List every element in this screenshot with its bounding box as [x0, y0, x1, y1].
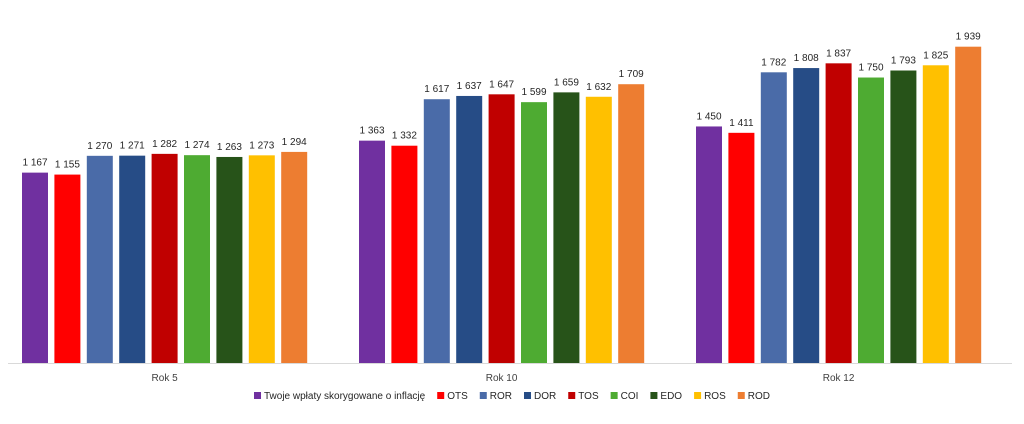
legend-item: ROS — [694, 391, 726, 402]
bar — [585, 96, 612, 363]
data-label: 1 632 — [586, 82, 611, 93]
legend-item: TOS — [568, 391, 599, 402]
data-label: 1 271 — [120, 141, 145, 152]
legend-item: Twoje wpłaty skorygowane o inflację — [254, 391, 426, 402]
bar — [728, 132, 755, 363]
bar — [184, 155, 210, 363]
x-axis-ticks: Rok 5 Rok 10 Rok 12 — [152, 373, 855, 384]
data-label: 1 782 — [761, 57, 786, 68]
data-label: 1 709 — [619, 69, 644, 80]
bar — [22, 172, 48, 363]
legend-label: COI — [621, 391, 639, 402]
data-labels-layer: 1 167 1 155 1 270 1 271 1 282 1 274 1 263 1 273… — [22, 32, 981, 171]
data-label: 1 939 — [956, 32, 981, 43]
data-label: 1 294 — [282, 137, 307, 148]
legend-swatch — [568, 392, 576, 399]
legend-label: ROR — [490, 391, 512, 402]
bar — [54, 174, 81, 363]
bar — [281, 151, 308, 363]
bar — [858, 77, 884, 363]
legend-label: EDO — [660, 391, 682, 402]
bar — [216, 156, 243, 363]
legend: Twoje wpłaty skorygowane o inflację OTS RO… — [254, 391, 770, 402]
legend-item: ROD — [737, 391, 770, 402]
bar — [922, 65, 949, 364]
legend-swatch — [694, 392, 702, 399]
legend-swatch — [437, 392, 445, 399]
legend-label: Twoje wpłaty skorygowane o inflację — [264, 391, 426, 402]
legend-item: DOR — [524, 391, 556, 402]
legend-swatch — [524, 392, 532, 399]
data-label: 1 647 — [489, 79, 514, 90]
legend-label: TOS — [578, 391, 599, 402]
legend-label: DOR — [534, 391, 556, 402]
x-tick-label: Rok 5 — [152, 373, 179, 384]
bar — [553, 92, 580, 364]
data-label: 1 825 — [923, 50, 948, 61]
data-label: 1 750 — [858, 63, 883, 74]
bar — [86, 155, 113, 363]
legend-item: OTS — [437, 391, 468, 402]
bar — [618, 84, 645, 363]
data-label: 1 363 — [359, 126, 384, 137]
data-label: 1 155 — [55, 160, 80, 171]
data-label: 1 332 — [392, 131, 417, 142]
data-label: 1 637 — [457, 81, 482, 92]
legend-swatch — [650, 392, 658, 399]
legend-item: COI — [610, 391, 639, 402]
legend-label: OTS — [447, 391, 468, 402]
bar — [696, 126, 722, 363]
bar — [760, 72, 787, 364]
bar — [793, 68, 820, 363]
data-label: 1 659 — [554, 77, 579, 88]
legend-item: ROR — [479, 391, 512, 402]
legend-swatch — [479, 392, 487, 399]
bar — [488, 94, 515, 363]
data-label: 1 837 — [826, 48, 851, 59]
data-label: 1 273 — [249, 140, 274, 151]
data-label: 1 617 — [424, 84, 449, 95]
bar — [423, 99, 450, 363]
legend-label: ROD — [748, 391, 770, 402]
data-label: 1 599 — [521, 87, 546, 98]
legend-item: EDO — [650, 391, 682, 402]
data-label: 1 793 — [891, 56, 916, 67]
bar — [456, 95, 483, 363]
data-label: 1 808 — [794, 53, 819, 64]
bar — [248, 155, 275, 363]
data-label: 1 450 — [696, 111, 721, 122]
data-label: 1 274 — [184, 140, 209, 151]
legend-swatch — [610, 392, 618, 399]
bar — [391, 145, 418, 363]
bar — [890, 70, 917, 363]
bar — [119, 155, 146, 363]
bar — [151, 153, 178, 363]
data-label: 1 282 — [152, 139, 177, 150]
legend-swatch — [254, 392, 262, 399]
x-tick-label: Rok 10 — [486, 373, 518, 384]
data-label: 1 167 — [22, 158, 47, 169]
data-label: 1 411 — [729, 118, 754, 129]
bars-layer — [22, 46, 982, 364]
data-label: 1 270 — [87, 141, 112, 152]
legend-swatch — [737, 392, 745, 399]
bar — [825, 63, 852, 363]
bar — [955, 46, 982, 363]
data-label: 1 263 — [217, 142, 242, 153]
bar — [359, 140, 385, 363]
legend-label: ROS — [704, 391, 726, 402]
x-tick-label: Rok 12 — [823, 373, 855, 384]
bar — [521, 102, 547, 364]
